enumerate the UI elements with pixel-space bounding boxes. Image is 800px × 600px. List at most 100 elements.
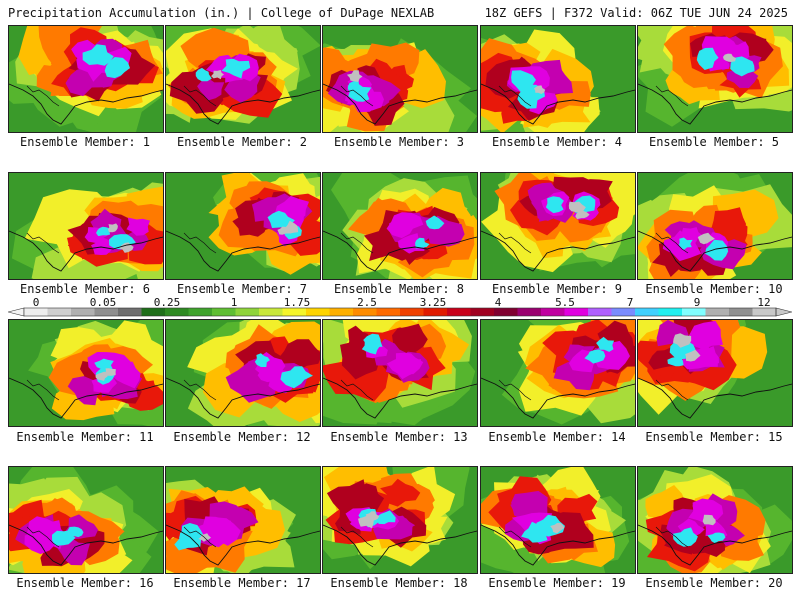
ensemble-map-panel	[165, 466, 321, 574]
ensemble-member-label: Ensemble Member: 7	[176, 282, 308, 296]
precip-contour	[104, 368, 116, 376]
precip-contour	[363, 333, 383, 352]
ensemble-member-label: Ensemble Member: 15	[645, 430, 783, 444]
colorbar-label: 7	[626, 296, 634, 309]
precip-map	[638, 467, 792, 573]
precip-colorbar	[7, 297, 793, 319]
colorbar-swatch	[329, 308, 354, 316]
precip-contour	[681, 227, 703, 244]
border-line	[340, 526, 374, 548]
precip-map	[323, 173, 477, 279]
precip-contour	[340, 341, 380, 380]
ensemble-map-panel	[322, 25, 478, 133]
precip-map	[9, 467, 163, 573]
precip-contour	[108, 223, 118, 233]
border-line	[183, 526, 217, 548]
colorbar-swatch	[423, 308, 448, 316]
ensemble-map-panel	[480, 25, 636, 133]
colorbar-swatch	[24, 308, 48, 316]
precip-contour	[96, 226, 111, 237]
coastline	[638, 377, 792, 419]
border-line	[498, 85, 532, 107]
coastline	[323, 524, 477, 566]
coastline	[481, 377, 635, 419]
page-title: Precipitation Accumulation (in.) | Colle…	[8, 6, 435, 20]
precip-contour	[392, 323, 428, 352]
precip-contour	[221, 58, 251, 79]
precip-map	[481, 320, 635, 426]
ensemble-map-panel	[480, 172, 636, 280]
ensemble-member-label: Ensemble Member: 19	[488, 576, 626, 590]
colorbar-swatch	[71, 308, 95, 316]
colorbar-swatch	[517, 308, 542, 316]
border-line	[655, 526, 689, 548]
border-line	[498, 526, 532, 548]
border-line	[183, 85, 217, 107]
colorbar-swatch	[118, 308, 142, 316]
ensemble-member-label: Ensemble Member: 20	[645, 576, 783, 590]
border-line	[340, 232, 374, 254]
ensemble-map-panel	[8, 319, 164, 427]
precip-map	[166, 467, 320, 573]
border-line	[655, 85, 689, 107]
precip-contour	[386, 212, 424, 239]
colorbar-label: 5.5	[555, 296, 575, 309]
border-line	[26, 232, 60, 254]
ensemble-map-panel	[165, 319, 321, 427]
colorbar-label: 0.05	[89, 296, 117, 309]
precip-map	[638, 26, 792, 132]
colorbar-swatch	[306, 308, 330, 316]
border-line	[340, 85, 374, 107]
precip-contour	[686, 320, 723, 350]
precip-contour	[395, 352, 424, 375]
precip-map	[166, 320, 320, 426]
colorbar-swatch	[400, 308, 424, 316]
precip-contour	[584, 349, 606, 364]
precip-contour	[195, 67, 212, 82]
ensemble-map-panel	[322, 319, 478, 427]
precip-map	[323, 467, 477, 573]
coastline	[323, 377, 477, 419]
colorbar-swatch	[470, 308, 495, 316]
colorbar-label: 2.5	[357, 296, 377, 309]
precip-contour	[667, 357, 684, 367]
precip-contour	[723, 53, 736, 62]
precip-contour	[545, 196, 564, 214]
precip-contour	[380, 478, 421, 507]
colorbar-swatch	[376, 308, 401, 316]
precip-contour	[645, 485, 686, 521]
ensemble-member-label: Ensemble Member: 10	[645, 282, 783, 296]
precip-contour	[52, 530, 76, 546]
precip-contour	[415, 237, 430, 249]
colorbar-swatch	[447, 308, 471, 316]
ensemble-member-label: Ensemble Member: 4	[491, 135, 623, 149]
ensemble-map-panel	[637, 172, 793, 280]
border-line	[26, 85, 60, 107]
colorbar-label: 4	[494, 296, 502, 309]
precip-contour	[521, 521, 548, 543]
model-valid-time: 18Z GEFS | F372 Valid: 06Z TUE JUN 24 20…	[484, 6, 788, 20]
ensemble-member-label: Ensemble Member: 16	[16, 576, 154, 590]
colorbar-swatch	[141, 308, 166, 316]
colorbar-label: 9	[693, 296, 701, 309]
precip-map	[481, 26, 635, 132]
coastline	[481, 230, 635, 272]
precip-contour	[702, 514, 716, 526]
precip-contour	[365, 511, 380, 521]
colorbar-swatch	[611, 308, 636, 316]
coastline	[323, 230, 477, 272]
ensemble-member-label: Ensemble Member: 5	[648, 135, 780, 149]
precip-contour	[696, 47, 719, 70]
ensemble-map-panel	[637, 319, 793, 427]
colorbar-min-arrow	[7, 307, 25, 317]
colorbar-swatch	[635, 308, 659, 316]
border-line	[498, 379, 532, 401]
coastline	[166, 377, 320, 419]
precip-contour	[94, 358, 114, 370]
precip-contour	[350, 483, 385, 512]
precip-contour	[82, 44, 114, 66]
colorbar-swatch	[94, 308, 119, 316]
colorbar-swatch	[259, 308, 283, 316]
precip-contour	[425, 215, 445, 230]
precip-contour	[678, 237, 693, 250]
